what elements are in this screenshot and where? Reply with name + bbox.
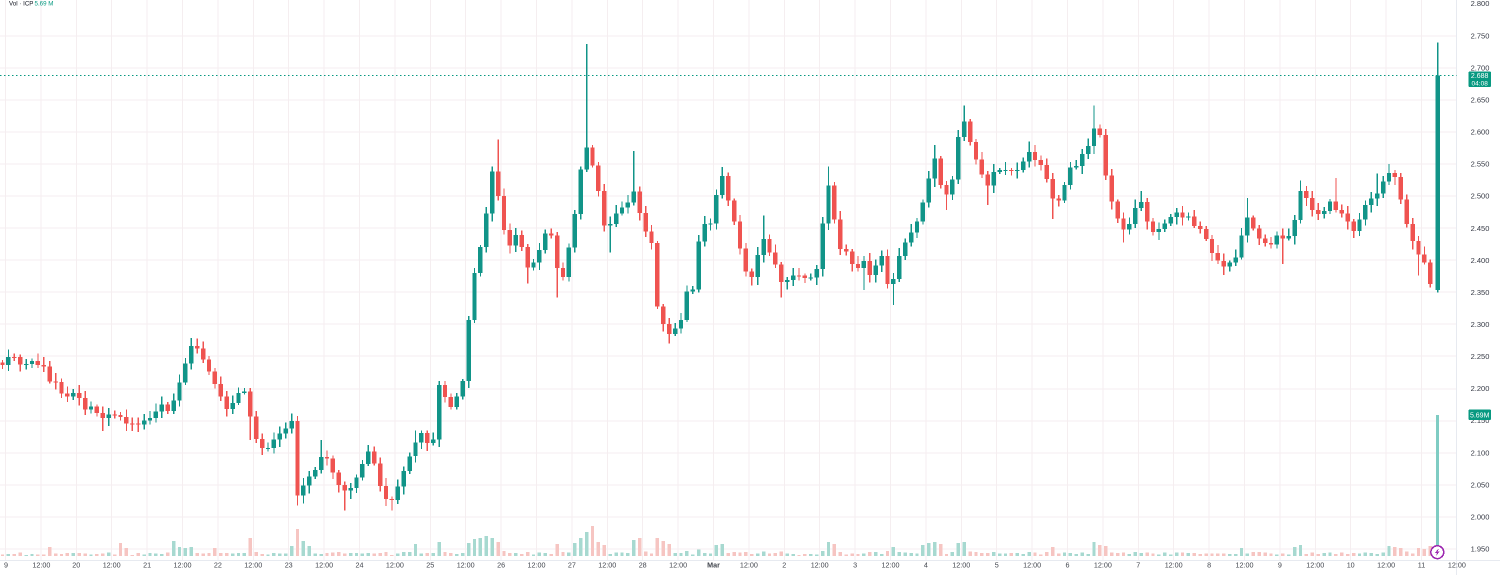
svg-text:12:00: 12:00 (811, 561, 829, 570)
svg-text:12:00: 12:00 (740, 561, 758, 570)
svg-text:4: 4 (924, 561, 928, 570)
svg-text:2.350: 2.350 (1471, 288, 1490, 297)
svg-text:12:00: 12:00 (32, 561, 50, 570)
svg-text:12:00: 12:00 (174, 561, 192, 570)
svg-text:12:00: 12:00 (1377, 561, 1395, 570)
svg-text:12:00: 12:00 (528, 561, 546, 570)
svg-text:20: 20 (72, 561, 80, 570)
svg-text:12:00: 12:00 (669, 561, 687, 570)
svg-text:12:00: 12:00 (1023, 561, 1041, 570)
svg-text:3: 3 (853, 561, 857, 570)
svg-text:2.600: 2.600 (1471, 128, 1490, 137)
svg-text:2.000: 2.000 (1471, 513, 1490, 522)
svg-text:12:00: 12:00 (457, 561, 475, 570)
svg-text:9: 9 (1278, 561, 1282, 570)
svg-text:5.69 M: 5.69 M (35, 1, 54, 8)
svg-text:7: 7 (1136, 561, 1140, 570)
svg-text:6: 6 (1066, 561, 1070, 570)
svg-text:2.100: 2.100 (1471, 448, 1490, 457)
svg-text:2.150: 2.150 (1471, 416, 1490, 425)
svg-text:2.250: 2.250 (1471, 352, 1490, 361)
svg-text:12:00: 12:00 (598, 561, 616, 570)
svg-text:2.650: 2.650 (1471, 95, 1490, 104)
svg-text:12:00: 12:00 (1165, 561, 1183, 570)
svg-text:04:08: 04:08 (1472, 80, 1489, 87)
svg-text:2.300: 2.300 (1471, 320, 1490, 329)
svg-text:11: 11 (1418, 561, 1425, 570)
svg-text:21: 21 (143, 561, 151, 570)
svg-text:12:00: 12:00 (1448, 561, 1466, 570)
svg-text:2.500: 2.500 (1471, 192, 1490, 201)
svg-text:2.450: 2.450 (1471, 224, 1490, 233)
svg-text:2: 2 (782, 561, 786, 570)
svg-text:24: 24 (356, 561, 364, 570)
svg-text:12:00: 12:00 (244, 561, 262, 570)
svg-text:2.688: 2.688 (1471, 73, 1489, 80)
svg-text:22: 22 (214, 561, 222, 570)
svg-text:12:00: 12:00 (952, 561, 970, 570)
svg-text:12:00: 12:00 (1094, 561, 1112, 570)
svg-text:2.750: 2.750 (1471, 31, 1490, 40)
svg-text:1.950: 1.950 (1471, 545, 1490, 554)
svg-text:12:00: 12:00 (103, 561, 121, 570)
svg-text:12:00: 12:00 (386, 561, 404, 570)
svg-text:2.050: 2.050 (1471, 480, 1490, 489)
svg-text:12:00: 12:00 (315, 561, 333, 570)
svg-text:2.800: 2.800 (1471, 0, 1490, 8)
svg-text:2.200: 2.200 (1471, 384, 1490, 393)
svg-text:12:00: 12:00 (882, 561, 900, 570)
svg-text:26: 26 (497, 561, 505, 570)
svg-text:9: 9 (4, 561, 8, 570)
svg-text:2.700: 2.700 (1471, 63, 1490, 72)
svg-text:25: 25 (426, 561, 434, 570)
svg-text:28: 28 (639, 561, 647, 570)
svg-text:2.400: 2.400 (1471, 256, 1490, 265)
svg-text:23: 23 (285, 561, 293, 570)
svg-text:5: 5 (995, 561, 999, 570)
svg-text:5.69M: 5.69M (1470, 412, 1490, 419)
svg-text:Vol · ICP: Vol · ICP (9, 1, 33, 8)
svg-text:12:00: 12:00 (1236, 561, 1254, 570)
svg-text:10: 10 (1347, 561, 1355, 570)
svg-text:Mar: Mar (707, 561, 720, 570)
svg-text:27: 27 (568, 561, 576, 570)
svg-text:2.550: 2.550 (1471, 160, 1490, 169)
svg-text:8: 8 (1207, 561, 1211, 570)
svg-text:12:00: 12:00 (1306, 561, 1324, 570)
